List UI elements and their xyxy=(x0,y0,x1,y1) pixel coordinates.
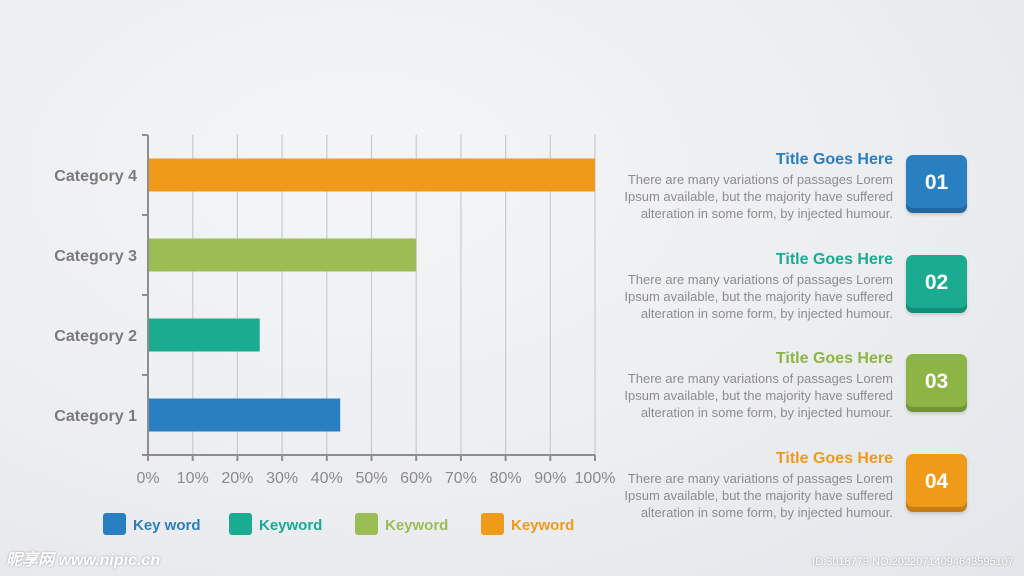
legend-swatch xyxy=(481,513,504,535)
legend-label: Keyword xyxy=(511,517,574,534)
number-badge-03: 03 xyxy=(906,354,967,412)
legend-swatch xyxy=(229,513,252,535)
x-tick-label: 90% xyxy=(534,470,566,487)
x-tick-label: 50% xyxy=(355,470,387,487)
x-tick-label: 80% xyxy=(490,470,522,487)
bar xyxy=(148,398,341,432)
chart-axes xyxy=(142,134,596,461)
x-tick-label: 100% xyxy=(575,470,616,487)
bar xyxy=(148,158,595,192)
category-label: Category 1 xyxy=(54,408,137,425)
number-badge-02: 02 xyxy=(906,255,967,313)
info-item-1: Title Goes Here There are many variation… xyxy=(593,151,893,222)
info-item-4: Title Goes Here There are many variation… xyxy=(593,450,893,521)
chart-bars xyxy=(148,158,595,432)
category-label: Category 2 xyxy=(54,328,137,345)
info-text: There are many variations of passages Lo… xyxy=(624,272,893,321)
tick-labels: 0% 10% 20% 30% 40% 50% 60% 70% 80% 90% 100% xyxy=(136,470,615,487)
legend-label: Key word xyxy=(133,517,201,534)
info-text: There are many variations of passages Lo… xyxy=(624,371,893,420)
bar xyxy=(148,318,260,352)
bar xyxy=(148,238,417,272)
info-item-2: Title Goes Here There are many variation… xyxy=(593,251,893,322)
x-tick-label: 10% xyxy=(177,470,209,487)
legend-swatch xyxy=(103,513,126,535)
x-tick-label: 40% xyxy=(311,470,343,487)
info-title: Title Goes Here xyxy=(775,151,893,168)
x-tick-label: 70% xyxy=(445,470,477,487)
legend-label: Keyword xyxy=(259,517,322,534)
watermark-id: ID:3018779 NO:20220714094643595107 xyxy=(812,556,1014,568)
legend-label: Keyword xyxy=(385,517,448,534)
info-title: Title Goes Here xyxy=(775,251,893,268)
info-text: There are many variations of passages Lo… xyxy=(624,471,893,520)
chart-legend: Key word Keyword Keyword Keyword xyxy=(103,513,574,535)
info-item-3: Title Goes Here There are many variation… xyxy=(593,350,893,421)
info-title: Title Goes Here xyxy=(775,350,893,367)
info-text: There are many variations of passages Lo… xyxy=(624,172,893,221)
category-label: Category 3 xyxy=(54,248,137,265)
bar-chart: Category 1 Category 2 Category 3 Category 4… xyxy=(54,134,615,535)
number-badge-04: 04 xyxy=(906,454,967,512)
x-tick-label: 0% xyxy=(136,470,159,487)
x-tick-label: 20% xyxy=(221,470,253,487)
watermark-logo: 昵享网 www.nipic.cn xyxy=(6,552,161,569)
x-tick-label: 30% xyxy=(266,470,298,487)
category-labels: Category 1 Category 2 Category 3 Category 4 xyxy=(54,168,137,425)
info-title: Title Goes Here xyxy=(775,450,893,467)
category-label: Category 4 xyxy=(54,168,137,185)
legend-swatch xyxy=(355,513,378,535)
number-badge-01: 01 xyxy=(906,155,967,213)
x-tick-label: 60% xyxy=(400,470,432,487)
